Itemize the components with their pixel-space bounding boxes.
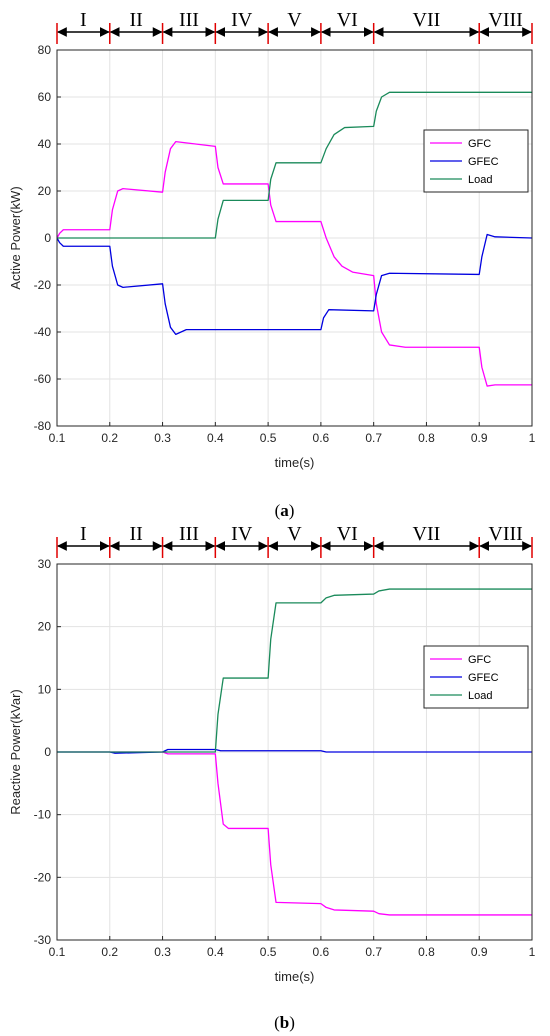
subfigure-caption: (a) xyxy=(275,501,295,520)
legend-label-load: Load xyxy=(468,174,492,186)
series-line-load xyxy=(57,91,532,239)
legend-label-load: Load xyxy=(468,690,492,702)
y-tick-label: 80 xyxy=(38,43,52,57)
stage-label: VIII xyxy=(488,523,522,545)
x-tick-label: 0.4 xyxy=(207,945,224,959)
x-tick-label: 0.8 xyxy=(418,431,435,445)
x-tick-label: 0.5 xyxy=(260,431,277,445)
y-tick-label: -30 xyxy=(34,933,52,947)
x-tick-label: 0.6 xyxy=(313,431,330,445)
axes-box xyxy=(56,563,533,941)
series-line-gfc xyxy=(57,751,532,916)
y-tick-label: -40 xyxy=(34,325,52,339)
subfigure-caption: (b) xyxy=(274,1013,295,1032)
y-axis-label: Active Power(kW) xyxy=(8,186,23,289)
x-tick-label: 0.1 xyxy=(49,431,66,445)
stage-label: I xyxy=(80,9,87,31)
x-tick-label: 0.5 xyxy=(260,945,277,959)
stage-label: II xyxy=(130,9,143,31)
series-line-gfc xyxy=(56,141,532,387)
stage-label: VI xyxy=(337,9,358,31)
stage-label: IV xyxy=(231,523,253,545)
stage-label: VI xyxy=(337,523,358,545)
x-tick-label: 0.3 xyxy=(154,431,171,445)
y-tick-label: -60 xyxy=(34,372,52,386)
series-line-load xyxy=(57,588,532,753)
x-tick-label: 1 xyxy=(529,431,536,445)
x-tick-label: 0.1 xyxy=(49,945,66,959)
stage-label: VIII xyxy=(488,9,522,31)
stage-label: II xyxy=(130,523,143,545)
stage-label: IV xyxy=(231,9,253,31)
x-axis-label: time(s) xyxy=(275,969,315,984)
legend-label-gfc: GFC xyxy=(468,138,491,150)
legend-label-gfc: GFC xyxy=(468,654,491,666)
y-tick-label: 30 xyxy=(38,557,52,571)
series-line-gfec xyxy=(56,233,533,335)
y-tick-label: 20 xyxy=(38,620,52,634)
x-tick-label: 1 xyxy=(529,945,536,959)
x-tick-label: 0.9 xyxy=(471,431,488,445)
y-tick-label: 20 xyxy=(38,184,52,198)
stage-label: III xyxy=(179,523,199,545)
y-tick-label: 10 xyxy=(38,682,52,696)
x-tick-label: 0.6 xyxy=(313,945,330,959)
y-tick-label: 60 xyxy=(38,90,52,104)
stage-annotations: I II III IV V VI VII VIII xyxy=(56,9,533,44)
legend: GFC GFEC Load xyxy=(423,645,529,709)
y-tick-label: -80 xyxy=(34,419,52,433)
stage-label: V xyxy=(287,9,302,31)
x-tick-label: 0.7 xyxy=(365,945,382,959)
y-tick-label: 0 xyxy=(44,231,51,245)
stage-label: I xyxy=(80,523,87,545)
stage-label: V xyxy=(287,523,302,545)
legend-label-gfec: GFEC xyxy=(468,672,499,684)
chart-a: 0.1 0.2 0.3 0.4 0.5 0.6 0.7 0.8 0.9 1 -80 -60 -40 -20… xyxy=(8,9,536,520)
axes-box xyxy=(56,49,533,427)
x-tick-label: 0.4 xyxy=(207,431,224,445)
stage-label: VII xyxy=(413,523,441,545)
legend-label-gfec: GFEC xyxy=(468,156,499,168)
x-tick-label: 0.9 xyxy=(471,945,488,959)
y-tick-label: -20 xyxy=(34,278,52,292)
y-tick-label: 0 xyxy=(44,745,51,759)
x-tick-label: 0.3 xyxy=(154,945,171,959)
y-axis-label: Reactive Power(kVar) xyxy=(8,689,23,814)
x-tick-label: 0.7 xyxy=(365,431,382,445)
stage-label: VII xyxy=(413,9,441,31)
chart-b: 0.1 0.2 0.3 0.4 0.5 0.6 0.7 0.8 0.9 1 -30 -20 -10 0 10… xyxy=(8,523,536,1032)
x-tick-label: 0.2 xyxy=(101,431,118,445)
legend: GFC GFEC Load xyxy=(423,129,529,193)
y-tick-label: 40 xyxy=(38,137,52,151)
y-tick-label: -20 xyxy=(34,870,52,884)
x-axis-label: time(s) xyxy=(275,455,315,470)
x-tick-label: 0.2 xyxy=(101,945,118,959)
stage-label: III xyxy=(179,9,199,31)
stage-annotations: I II III IV V VI VII VIII xyxy=(56,523,533,558)
y-tick-label: -10 xyxy=(34,808,52,822)
x-tick-label: 0.8 xyxy=(418,945,435,959)
